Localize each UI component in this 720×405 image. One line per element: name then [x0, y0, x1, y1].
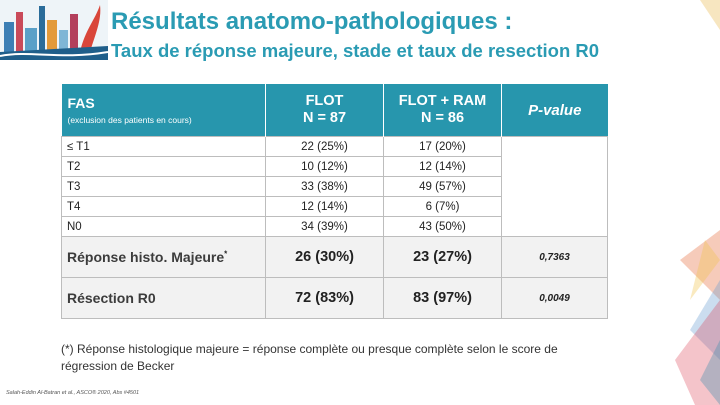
city-skyline-logo-icon [0, 0, 108, 60]
header-ram-n: N = 86 [420, 110, 465, 126]
response-row: Réponse histo. Majeure* 26 (30%) 23 (27%… [61, 236, 608, 278]
pvalue-empty-cell [501, 136, 608, 237]
row-ram-value: 49 (57%) [383, 176, 502, 197]
row-ram-value: 43 (50%) [383, 216, 502, 237]
header-flot: FLOT N = 87 [265, 84, 384, 137]
header-flot-name: FLOT [305, 93, 344, 109]
resection-flot-value: 72 (83%) [265, 277, 384, 319]
table-header-row: FAS (exclusion des patients en cours) FL… [61, 84, 608, 137]
page-title: Résultats anatomo-pathologiques : [111, 8, 513, 35]
table-row: T2 10 (12%) 12 (14%) [61, 156, 608, 177]
resection-ram-value: 83 (97%) [383, 277, 502, 319]
header-ram-name: FLOT + RAM [398, 93, 487, 109]
row-label: N0 [61, 216, 266, 237]
response-pvalue: 0,7363 [501, 236, 608, 278]
resection-label: Résection R0 [61, 277, 266, 319]
footnote-star: * [224, 249, 228, 259]
row-flot-value: 12 (14%) [265, 196, 384, 217]
row-ram-value: 17 (20%) [383, 136, 502, 157]
row-ram-value: 12 (14%) [383, 156, 502, 177]
header-fas-label: FAS [67, 95, 95, 111]
table-row: T3 33 (38%) 49 (57%) [61, 176, 608, 197]
row-label: T4 [61, 196, 266, 217]
abstract-colorful-shapes-icon [620, 0, 720, 405]
response-label-cell: Réponse histo. Majeure* [61, 236, 266, 278]
row-flot-value: 22 (25%) [265, 136, 384, 157]
page-subtitle: Taux de réponse majeure, stade et taux d… [111, 40, 600, 61]
row-flot-value: 34 (39%) [265, 216, 384, 237]
footnote: (*) Réponse histologique majeure = répon… [61, 342, 558, 373]
resection-row: Résection R0 72 (83%) 83 (97%) 0,0049 [61, 277, 608, 319]
response-ram-value: 23 (27%) [383, 236, 502, 278]
response-flot-value: 26 (30%) [265, 236, 384, 278]
header-flot-ram: FLOT + RAM N = 86 [383, 84, 502, 137]
row-flot-value: 10 (12%) [265, 156, 384, 177]
row-label: T3 [61, 176, 266, 197]
header-pvalue: P-value [501, 84, 608, 137]
row-label: T2 [61, 156, 266, 177]
header-flot-n: N = 87 [302, 110, 347, 126]
row-flot-value: 33 (38%) [265, 176, 384, 197]
resection-pvalue: 0,0049 [501, 277, 608, 319]
citation: Salah-Eddin Al-Batran et al., ASCO® 2020… [6, 390, 140, 396]
response-label: Réponse histo. Majeure [67, 249, 225, 265]
results-table: FAS (exclusion des patients en cours) FL… [61, 84, 608, 319]
row-ram-value: 6 (7%) [383, 196, 502, 217]
table-row: ≤ T1 22 (25%) 17 (20%) [61, 136, 608, 237]
header-fas-sub: (exclusion des patients en cours) [67, 115, 192, 125]
row-label: ≤ T1 [61, 136, 266, 157]
header-fas: FAS (exclusion des patients en cours) [61, 84, 266, 137]
